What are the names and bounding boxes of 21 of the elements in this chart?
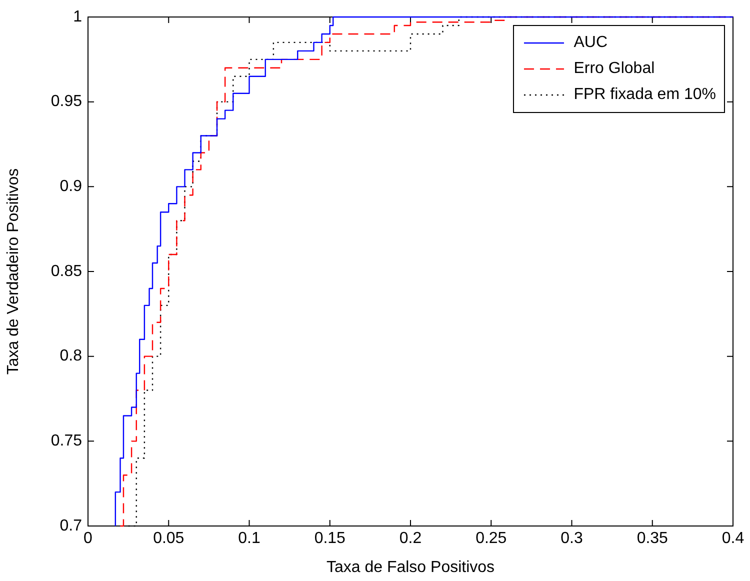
y-tick-label: 0.95: [50, 93, 82, 110]
x-tick-label: 0.2: [399, 530, 422, 548]
x-tick-label: 0: [84, 530, 93, 548]
y-tick-label: 1: [73, 8, 82, 26]
x-tick-label: 0.15: [314, 530, 346, 548]
y-tick-label: 0.75: [50, 432, 82, 450]
y-tick-label: 0.7: [60, 517, 82, 534]
legend-label: FPR fixada em 10%: [574, 86, 716, 104]
y-tick-label: 0.85: [50, 262, 82, 280]
legend-label: AUC: [574, 34, 608, 52]
y-tick-label: 0.9: [60, 178, 82, 196]
x-tick-label: 0.1: [238, 530, 260, 548]
x-axis-title: Taxa de Falso Positivos: [326, 558, 495, 576]
y-tick-label: 0.8: [60, 348, 82, 365]
x-tick-label: 0.05: [153, 530, 184, 548]
x-tick-label: 0.35: [636, 530, 668, 548]
x-tick-label: 0.3: [560, 530, 583, 548]
y-axis-title: Taxa de Verdadeiro Positivos: [5, 168, 22, 375]
x-tick-label: 0.25: [476, 530, 507, 548]
x-tick-label: 0.4: [722, 530, 744, 548]
legend-label: Erro Global: [574, 60, 655, 78]
